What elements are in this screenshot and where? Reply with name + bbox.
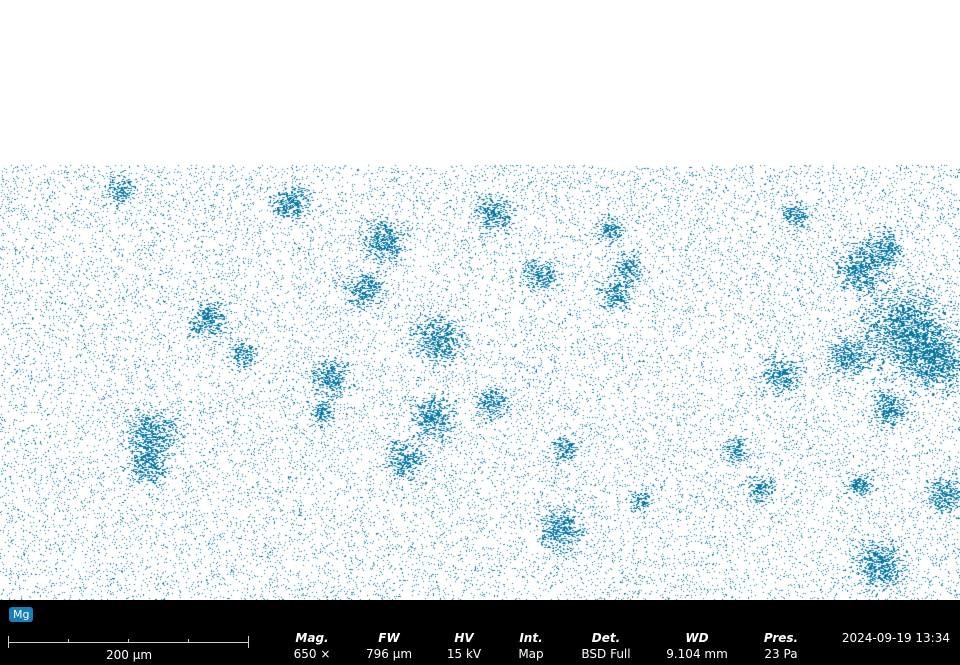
param-label: WD xyxy=(685,631,709,645)
param-wd: WD 9.104 mm xyxy=(657,631,737,663)
param-mag: Mag. 650 × xyxy=(272,631,352,663)
element-badge: Mg xyxy=(9,607,34,622)
param-fw: FW 796 µm xyxy=(349,631,429,663)
scalebar-tick xyxy=(68,639,69,643)
param-value: 650 × xyxy=(293,647,331,661)
param-pres: Pres. 23 Pa xyxy=(741,631,821,663)
scalebar-tick xyxy=(128,639,129,643)
scalebar-tick xyxy=(188,639,189,643)
param-value: 15 kV xyxy=(446,647,482,661)
param-label: Int. xyxy=(519,631,543,645)
scalebar-tick xyxy=(8,636,9,648)
param-label: HV xyxy=(454,631,474,645)
info-bar: Mg 200 µm Mag. 650 × FW 796 µm HV 15 kV … xyxy=(0,600,960,665)
param-value: BSD Full xyxy=(581,647,631,661)
param-label: Mag. xyxy=(295,631,329,645)
param-value: 23 Pa xyxy=(764,647,798,661)
timestamp: 2024-09-19 13:34 xyxy=(841,631,950,645)
param-value: 9.104 mm xyxy=(666,647,728,661)
scalebar-tick xyxy=(248,636,249,648)
param-value: Map xyxy=(518,647,544,661)
element-map-image xyxy=(0,0,960,600)
scalebar xyxy=(8,636,250,648)
param-label: Pres. xyxy=(763,631,799,645)
mg-distribution-dots xyxy=(0,0,960,600)
param-hv: HV 15 kV xyxy=(424,631,504,663)
param-label: Det. xyxy=(591,631,621,645)
scalebar-label: 200 µm xyxy=(105,648,153,662)
param-value: 796 µm xyxy=(365,647,413,661)
param-label: FW xyxy=(378,631,400,645)
param-int: Int. Map xyxy=(491,631,571,663)
param-det: Det. BSD Full xyxy=(566,631,646,663)
